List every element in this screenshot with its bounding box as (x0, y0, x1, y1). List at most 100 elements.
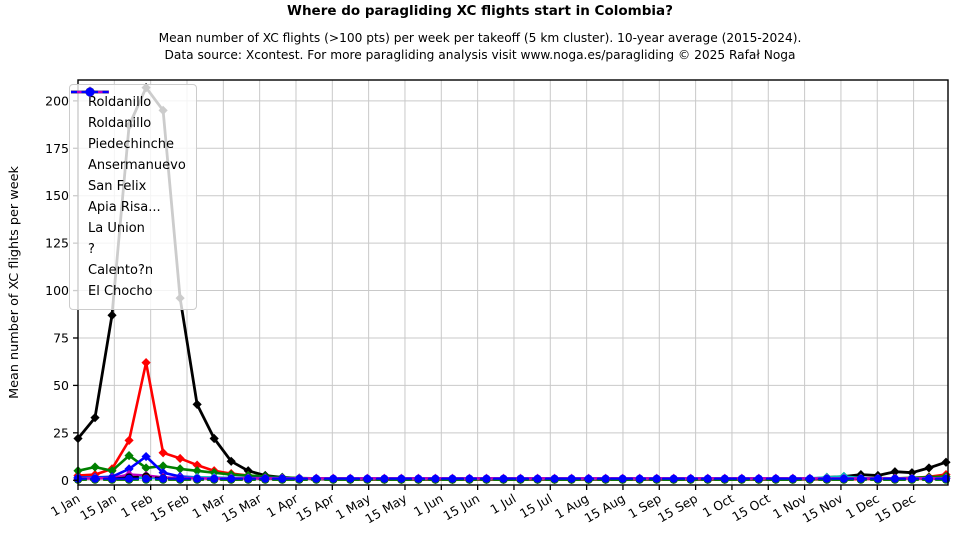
data-point-marker (907, 468, 917, 478)
data-point-marker (397, 474, 406, 483)
x-tick-label: 1 Jul (488, 491, 519, 517)
legend-label: ? (88, 242, 95, 257)
data-point-marker (652, 474, 661, 483)
data-point-marker (226, 456, 236, 466)
data-point-marker (890, 474, 899, 483)
x-tick-label: 15 Oct (729, 491, 773, 525)
data-point-marker (227, 474, 236, 483)
data-point-marker (91, 474, 100, 483)
legend-item-3: Ansermanuevo (71, 86, 186, 176)
data-point-marker (158, 448, 168, 458)
legend-item-1: Roldanillo (71, 86, 186, 134)
legend-label: Piedechinche (88, 137, 175, 152)
data-point-marker (465, 474, 474, 483)
data-point-marker (90, 462, 100, 472)
y-tick-label: 75 (53, 330, 69, 345)
series-line (76, 86, 948, 481)
legend-item-9: El Chocho (71, 87, 186, 302)
data-point-marker (380, 474, 389, 483)
data-point-marker (516, 474, 525, 483)
data-point-marker (141, 358, 151, 368)
data-point-marker (550, 474, 559, 483)
legend-label: Roldanillo (88, 95, 152, 110)
legend-item-8: Calento?n (71, 87, 186, 281)
x-tick-label: 15 Sep (655, 491, 700, 526)
legend-item-6: La Union (71, 87, 186, 239)
data-point-marker (192, 399, 202, 409)
data-point-marker (210, 474, 219, 483)
series-line (76, 454, 948, 481)
dashed-circle-swatch-icon (71, 87, 109, 97)
data-point-marker (175, 453, 185, 464)
data-point-marker (90, 413, 100, 423)
legend-label: Calento?n (88, 263, 154, 278)
data-point-marker (141, 463, 151, 473)
y-tick-label: 100 (45, 283, 69, 298)
data-point-marker (618, 474, 627, 483)
legend-label: San Felix (88, 179, 147, 194)
data-point-marker (142, 474, 151, 483)
x-tick-label: 15 May (362, 490, 410, 526)
legend-item-5: Apia Risa... (71, 86, 186, 218)
data-point-marker (533, 474, 542, 483)
legend-label: La Union (88, 221, 145, 236)
data-point-marker (295, 474, 304, 483)
data-point-marker (175, 464, 185, 474)
data-point-marker (448, 474, 457, 483)
x-tick-label: 15 Jun (440, 491, 482, 524)
x-tick-label: 15 Mar (219, 490, 265, 525)
data-point-marker (924, 474, 933, 483)
data-point-marker (278, 474, 287, 483)
data-point-marker (822, 474, 831, 483)
data-point-marker (431, 474, 440, 483)
data-point-marker (124, 435, 134, 446)
legend-label: Roldanillo (88, 116, 152, 131)
data-point-marker (942, 474, 950, 483)
data-point-marker (125, 474, 134, 483)
data-point-marker (601, 474, 610, 483)
x-tick-label: 15 Nov (800, 490, 846, 525)
data-point-marker (107, 310, 117, 320)
data-point-marker (567, 474, 576, 483)
data-point-marker (907, 474, 916, 483)
legend-item-7: ? (71, 87, 186, 260)
data-point-marker (141, 451, 151, 462)
data-point-marker (158, 461, 168, 471)
data-point-marker (890, 467, 900, 477)
y-tick-label: 25 (53, 425, 69, 440)
x-tick-label: 15 Feb (148, 491, 192, 525)
y-axis-label: Mean number of XC flights per week (7, 166, 22, 399)
chart-subtitle: Mean number of XC flights (>100 pts) per… (158, 31, 802, 45)
data-point-marker (209, 468, 219, 478)
data-point-marker (244, 474, 253, 483)
y-tick-label: 0 (61, 473, 69, 488)
y-tick-label: 125 (45, 236, 69, 251)
x-tick-label: 15 Jan (77, 491, 118, 524)
series-9-elchocho (74, 474, 950, 483)
legend-label: Ansermanuevo (88, 158, 186, 173)
data-point-marker (720, 474, 729, 483)
data-point-marker (686, 474, 695, 483)
y-tick-label: 150 (45, 188, 69, 203)
data-point-marker (176, 474, 185, 483)
legend-label: El Chocho (88, 284, 153, 299)
data-point-marker (243, 466, 253, 476)
data-point-marker (363, 474, 372, 483)
legend-item-4: San Felix (71, 86, 186, 197)
data-point-marker (941, 457, 951, 467)
data-point-marker (873, 474, 882, 483)
data-point-marker (584, 474, 593, 483)
data-point-marker (346, 474, 355, 483)
data-point-marker (193, 474, 202, 483)
data-point-marker (754, 474, 763, 483)
data-point-marker (107, 466, 117, 476)
x-tick-label: 15 Dec (872, 491, 918, 526)
x-tick-label: 15 Jul (517, 491, 555, 521)
data-point-marker (414, 474, 423, 483)
legend-item-2: Piedechinche (71, 86, 186, 155)
data-point-marker (856, 474, 865, 483)
data-point-marker (499, 474, 508, 483)
chart-legend: Roldanillo Roldanillo Piedechinche Anserman… (69, 84, 197, 310)
